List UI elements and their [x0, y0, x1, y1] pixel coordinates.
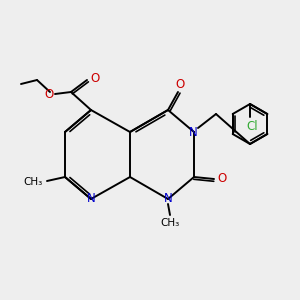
Text: N: N [189, 125, 197, 139]
Text: Cl: Cl [246, 119, 258, 133]
Text: CH₃: CH₃ [23, 177, 43, 187]
Text: CH₃: CH₃ [160, 218, 180, 228]
Text: N: N [164, 193, 172, 206]
Text: O: O [44, 88, 54, 100]
Text: N: N [87, 193, 95, 206]
Text: O: O [176, 77, 184, 91]
Text: O: O [90, 71, 100, 85]
Text: O: O [218, 172, 226, 185]
